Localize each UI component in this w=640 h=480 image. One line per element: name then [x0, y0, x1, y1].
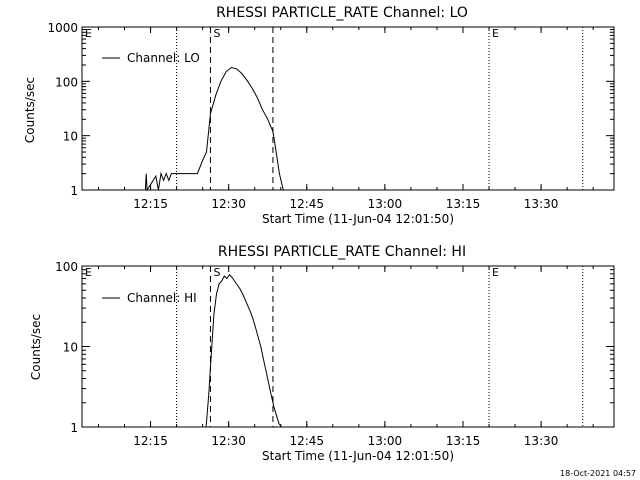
panel-lo: RHESSI PARTICLE_RATE Channel: LO Counts/s…: [23, 5, 615, 226]
y-tick-label: 100: [55, 75, 78, 89]
series-line: [144, 66, 284, 192]
y-tick-label: 10: [63, 341, 78, 355]
x-tick-label: 12:30: [211, 197, 246, 211]
x-tick-label: 13:00: [368, 434, 403, 448]
y-tick-label: 1000: [47, 21, 78, 35]
x-tick-label: 12:45: [289, 434, 324, 448]
x-tick-label: 13:30: [524, 434, 559, 448]
plot-frame: [81, 26, 615, 191]
interval-marker-label: S: [213, 266, 220, 279]
footer-timestamp: 18-Oct-2021 04:57: [560, 469, 636, 478]
legend-label: Channel: LO: [127, 51, 200, 65]
chart-title: RHESSI PARTICLE_RATE Channel: LO: [216, 5, 468, 21]
x-tick-label: 12:15: [133, 434, 168, 448]
y-tick-label: 100: [55, 260, 78, 274]
y-tick-label: 1: [70, 184, 78, 198]
interval-marker-label: S: [213, 27, 220, 40]
panel-hi: RHESSI PARTICLE_RATE Channel: HI Counts/s…: [29, 244, 615, 463]
y-tick-label: 10: [63, 130, 78, 144]
y-tick-label: 1: [70, 421, 78, 435]
x-tick-label: 13:15: [446, 197, 481, 211]
x-tick-label: 12:45: [289, 197, 324, 211]
x-tick-label: 12:15: [133, 197, 168, 211]
y-axis-label: Counts/sec: [23, 77, 37, 143]
interval-marker-label: E: [492, 27, 499, 40]
chart-title: RHESSI PARTICLE_RATE Channel: HI: [218, 244, 466, 260]
interval-marker-label: E: [492, 266, 499, 279]
x-tick-label: 13:15: [446, 434, 481, 448]
x-tick-label: 13:00: [368, 197, 403, 211]
legend-label: Channel: HI: [127, 291, 197, 305]
y-axis-label: Counts/sec: [29, 314, 43, 380]
x-axis-label: Start Time (11-Jun-04 12:01:50): [262, 212, 454, 226]
x-tick-label: 12:30: [211, 434, 246, 448]
x-tick-label: 13:30: [524, 197, 559, 211]
x-axis-label: Start Time (11-Jun-04 12:01:50): [262, 449, 454, 463]
interval-marker-label: E: [85, 27, 92, 40]
series-line: [205, 273, 282, 428]
interval-marker-label: E: [85, 266, 92, 279]
